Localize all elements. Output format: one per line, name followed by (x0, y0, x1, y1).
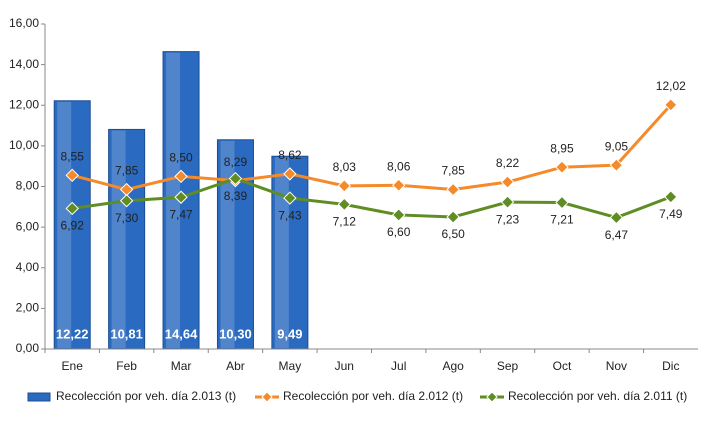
line-value-label: 6,92 (61, 219, 85, 233)
x-tick-label: Feb (116, 359, 137, 373)
legend-label: Recolección por veh. día 2.012 (t) (283, 389, 463, 403)
bar-shine (220, 140, 235, 348)
x-tick-label: Sep (497, 359, 519, 373)
line-value-label: 8,39 (224, 189, 248, 203)
x-tick-label: Ago (442, 359, 464, 373)
line-value-label: 6,50 (441, 227, 465, 241)
x-tick-label: Ene (62, 359, 84, 373)
y-tick-label: 16,00 (9, 16, 39, 30)
line-value-label: 7,12 (333, 215, 357, 229)
y-tick-label: 4,00 (16, 260, 40, 274)
marker (174, 169, 188, 184)
line-value-label: 7,23 (496, 212, 520, 226)
x-tick-label: Nov (606, 359, 627, 373)
marker (392, 178, 406, 192)
bar-value-label: 10,30 (219, 326, 252, 341)
marker (283, 191, 297, 205)
y-tick-label: 0,00 (16, 341, 40, 355)
line-value-label: 7,21 (550, 213, 574, 227)
bar-shine (111, 130, 126, 348)
line-value-label: 7,47 (169, 207, 193, 221)
line-value-label: 8,06 (387, 159, 411, 173)
marker (337, 179, 351, 193)
line-value-label: 8,55 (61, 150, 85, 164)
x-tick-label: Oct (553, 359, 572, 373)
marker (65, 168, 79, 183)
bar-shine (274, 157, 289, 348)
marker (664, 190, 678, 204)
bar-value-label: 14,64 (165, 326, 198, 341)
marker (174, 190, 188, 204)
legend-swatch (27, 392, 51, 402)
line-value-label: 6,60 (387, 225, 411, 239)
marker (65, 201, 79, 216)
marker (500, 195, 515, 209)
line-value-label: 12,02 (656, 79, 686, 93)
x-tick-label: Jul (391, 359, 406, 373)
line-value-label: 8,29 (224, 155, 248, 169)
y-tick-label: 2,00 (16, 301, 40, 315)
y-tick-label: 10,00 (9, 138, 39, 152)
marker (555, 160, 569, 174)
marker (664, 98, 678, 112)
legend-label: Recolección por veh. día 2.011 (t) (508, 389, 687, 403)
line-value-label: 8,62 (278, 148, 302, 162)
y-tick-label: 12,00 (9, 97, 39, 111)
y-tick-label: 14,00 (9, 57, 39, 71)
bar-shine (57, 101, 72, 348)
marker (228, 171, 243, 186)
bar-value-label: 9,49 (277, 326, 302, 341)
marker (119, 194, 134, 208)
marker (555, 195, 569, 210)
y-tick-label: 6,00 (16, 219, 40, 233)
line (71, 103, 672, 192)
legend-label: Recolección por veh. día 2.013 (t) (56, 389, 236, 403)
marker (283, 167, 297, 181)
bar (53, 100, 91, 350)
line-value-label: 6,47 (605, 228, 629, 242)
line-value-label: 8,95 (550, 141, 574, 155)
line-value-label: 8,50 (169, 151, 193, 165)
marker (446, 182, 460, 197)
legend-marker (261, 391, 273, 403)
marker (609, 210, 624, 225)
marker (337, 197, 351, 212)
line-value-label: 9,05 (605, 139, 629, 153)
x-tick-label: Jun (335, 359, 354, 373)
line-value-label: 7,85 (115, 164, 139, 178)
x-tick-label: Mar (171, 359, 192, 373)
bar-shine (166, 52, 181, 348)
marker (500, 175, 515, 189)
x-tick-label: May (279, 359, 302, 373)
line-value-label: 7,49 (659, 207, 683, 221)
y-tick-label: 8,00 (16, 179, 40, 193)
legend-marker (486, 391, 498, 403)
line-value-label: 8,03 (333, 160, 357, 174)
marker (446, 210, 460, 224)
line-value-label: 8,22 (496, 156, 520, 170)
marker (392, 208, 406, 222)
x-tick-label: Abr (226, 359, 245, 373)
marker (609, 158, 624, 172)
bar-value-label: 12,22 (56, 326, 89, 341)
line (71, 176, 672, 220)
line-value-label: 7,85 (441, 164, 465, 178)
bar-value-label: 10,81 (110, 326, 143, 341)
x-tick-label: Dic (662, 359, 679, 373)
line-value-label: 7,30 (115, 211, 139, 225)
line-value-label: 7,43 (278, 208, 302, 222)
